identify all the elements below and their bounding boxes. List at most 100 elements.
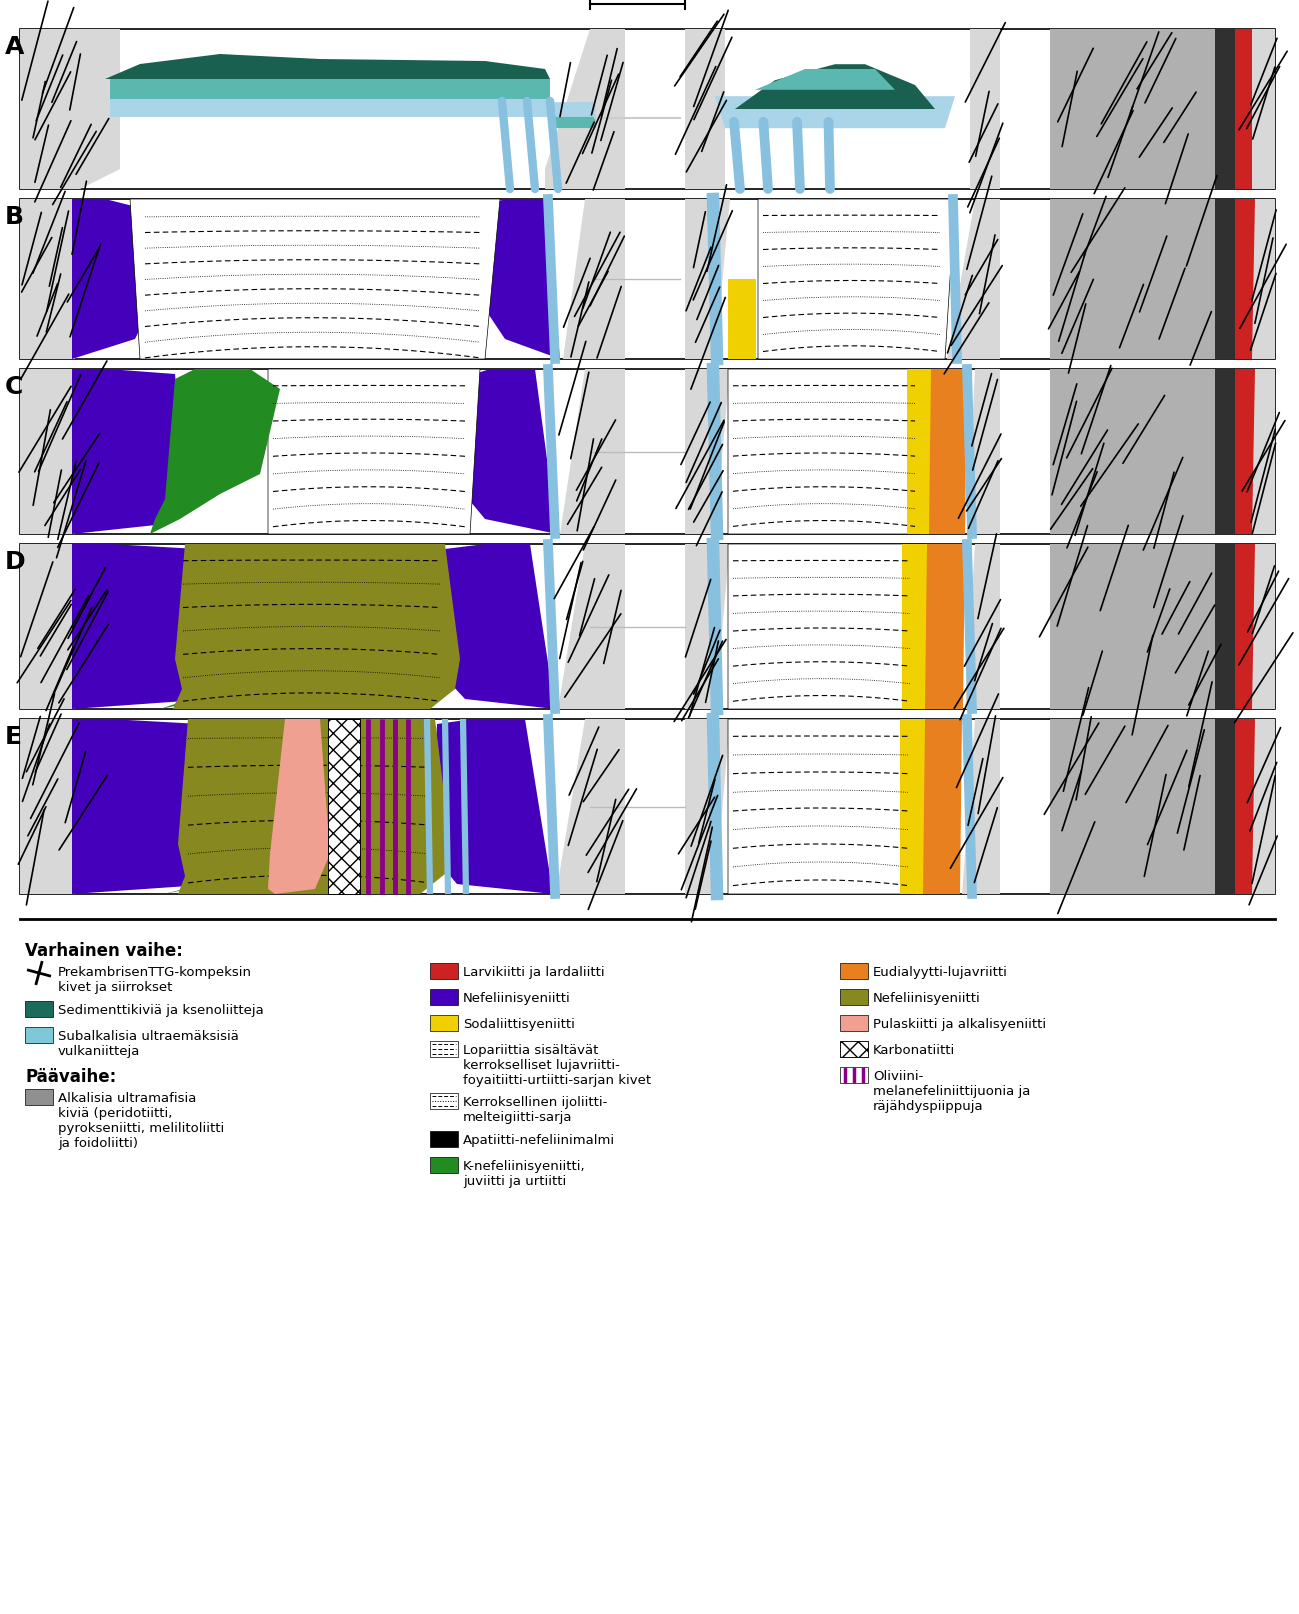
Text: Apatiitti-nefeliinimalmi: Apatiitti-nefeliinimalmi <box>462 1133 616 1146</box>
Polygon shape <box>929 370 966 534</box>
Polygon shape <box>19 200 100 360</box>
Bar <box>1215 720 1235 894</box>
Polygon shape <box>71 200 149 360</box>
Polygon shape <box>149 370 281 534</box>
Text: Nefeliinisyeniitti: Nefeliinisyeniitti <box>873 991 981 1004</box>
Polygon shape <box>755 69 895 90</box>
Polygon shape <box>130 200 500 360</box>
Bar <box>1215 544 1235 710</box>
Bar <box>25 1001 53 1017</box>
Bar <box>430 1015 459 1031</box>
Bar <box>1215 200 1235 360</box>
Text: Oliviini-
melanefeliniittijuonia ja
räjähdyspiippuja: Oliviini- melanefeliniittijuonia ja räjä… <box>873 1070 1030 1112</box>
Bar <box>1050 31 1260 190</box>
Polygon shape <box>735 65 935 110</box>
Polygon shape <box>1252 544 1276 710</box>
Polygon shape <box>685 31 725 190</box>
Polygon shape <box>1252 200 1276 360</box>
Polygon shape <box>556 720 625 894</box>
Bar <box>1215 370 1235 534</box>
Polygon shape <box>160 550 208 710</box>
Polygon shape <box>685 370 730 534</box>
Polygon shape <box>963 720 1000 894</box>
Bar <box>1235 370 1265 534</box>
Polygon shape <box>1252 31 1276 190</box>
Polygon shape <box>105 55 549 81</box>
Polygon shape <box>19 370 100 534</box>
Text: K-nefeliinisyeniitti,
juviitti ja urtiitti: K-nefeliinisyeniitti, juviitti ja urtiit… <box>462 1159 586 1188</box>
Polygon shape <box>727 370 930 534</box>
Polygon shape <box>268 370 481 534</box>
Polygon shape <box>162 723 213 894</box>
Bar <box>430 964 459 980</box>
Text: D: D <box>5 550 26 573</box>
Text: C: C <box>5 374 23 399</box>
Polygon shape <box>430 720 553 894</box>
Bar <box>1235 544 1265 710</box>
Bar <box>840 1041 868 1057</box>
Polygon shape <box>71 720 212 894</box>
Polygon shape <box>436 544 555 710</box>
Bar <box>840 989 868 1006</box>
Bar <box>430 1093 459 1109</box>
Polygon shape <box>727 720 924 894</box>
Bar <box>1050 544 1260 710</box>
Bar <box>840 964 868 980</box>
Bar <box>19 200 1276 360</box>
Polygon shape <box>947 200 1000 360</box>
Polygon shape <box>685 200 730 360</box>
Bar <box>25 1089 53 1106</box>
Polygon shape <box>110 81 549 100</box>
Polygon shape <box>559 544 625 710</box>
Bar <box>840 1067 868 1083</box>
Polygon shape <box>178 720 449 894</box>
Bar <box>329 720 360 894</box>
Bar <box>1235 200 1265 360</box>
Text: Kerroksellinen ijoliitti-
melteigiitti-sarja: Kerroksellinen ijoliitti- melteigiitti-s… <box>462 1096 608 1123</box>
Polygon shape <box>1252 720 1276 894</box>
Polygon shape <box>759 200 955 360</box>
Bar <box>1050 200 1260 360</box>
Bar <box>900 720 925 894</box>
Bar <box>907 370 931 534</box>
Bar <box>430 1131 459 1148</box>
Bar <box>1235 720 1265 894</box>
Polygon shape <box>1252 370 1276 534</box>
Bar <box>1050 370 1260 534</box>
Text: A: A <box>5 36 25 60</box>
Polygon shape <box>714 97 955 129</box>
Bar <box>19 31 1276 190</box>
Polygon shape <box>925 544 965 710</box>
Bar <box>840 1015 868 1031</box>
Text: B: B <box>5 205 23 229</box>
Bar <box>19 370 1276 534</box>
Polygon shape <box>970 31 1000 190</box>
Polygon shape <box>685 720 730 894</box>
Polygon shape <box>71 370 184 534</box>
Polygon shape <box>727 544 925 710</box>
Polygon shape <box>546 31 625 190</box>
Bar <box>1215 31 1235 190</box>
Text: Subalkalisia ultraemäksisiä
vulkaniitteja: Subalkalisia ultraemäksisiä vulkaniittej… <box>58 1030 239 1057</box>
Text: Sodaliittisyeniitti: Sodaliittisyeniitti <box>462 1017 575 1030</box>
Bar <box>430 1041 459 1057</box>
Polygon shape <box>965 544 1000 710</box>
Bar <box>902 544 927 710</box>
Text: PrekambrisenTTG-kompeksin
kivet ja siirrokset: PrekambrisenTTG-kompeksin kivet ja siirr… <box>58 965 252 993</box>
Polygon shape <box>475 200 560 360</box>
Polygon shape <box>173 544 460 710</box>
Bar <box>1050 720 1260 894</box>
Bar <box>329 720 360 894</box>
Text: Karbonatiitti: Karbonatiitti <box>873 1043 955 1056</box>
Text: Larvikiitti ja lardaliitti: Larvikiitti ja lardaliitti <box>462 965 604 978</box>
Text: Varhainen vaihe:: Varhainen vaihe: <box>25 941 183 959</box>
Bar <box>840 1041 868 1057</box>
Bar <box>19 720 1276 894</box>
Polygon shape <box>460 370 557 534</box>
Text: Pulaskiitti ja alkalisyeniitti: Pulaskiitti ja alkalisyeniitti <box>873 1017 1046 1030</box>
Polygon shape <box>110 100 549 118</box>
Bar <box>430 1157 459 1173</box>
Bar <box>1235 31 1265 190</box>
Text: Nefeliinisyeniitti: Nefeliinisyeniitti <box>462 991 570 1004</box>
Bar <box>430 989 459 1006</box>
